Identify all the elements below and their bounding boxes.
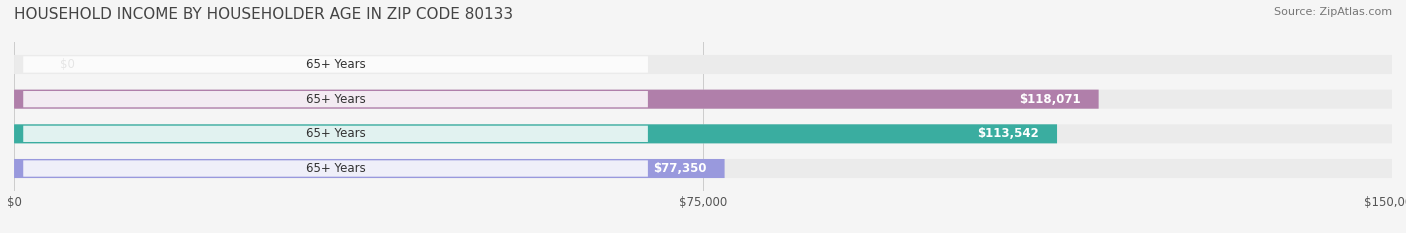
Text: $118,071: $118,071 [1019, 93, 1080, 106]
Text: $77,350: $77,350 [652, 162, 706, 175]
FancyBboxPatch shape [14, 90, 1392, 109]
FancyBboxPatch shape [24, 56, 648, 73]
Text: 65+ Years: 65+ Years [305, 58, 366, 71]
FancyBboxPatch shape [14, 124, 1057, 143]
Text: Source: ZipAtlas.com: Source: ZipAtlas.com [1274, 7, 1392, 17]
Text: 65+ Years: 65+ Years [305, 162, 366, 175]
Text: 65+ Years: 65+ Years [305, 93, 366, 106]
FancyBboxPatch shape [14, 55, 1392, 74]
FancyBboxPatch shape [24, 160, 648, 177]
Text: 65+ Years: 65+ Years [305, 127, 366, 140]
FancyBboxPatch shape [14, 90, 1098, 109]
FancyBboxPatch shape [14, 124, 1392, 143]
FancyBboxPatch shape [14, 159, 1392, 178]
Text: $0: $0 [60, 58, 75, 71]
Text: HOUSEHOLD INCOME BY HOUSEHOLDER AGE IN ZIP CODE 80133: HOUSEHOLD INCOME BY HOUSEHOLDER AGE IN Z… [14, 7, 513, 22]
Text: $113,542: $113,542 [977, 127, 1039, 140]
FancyBboxPatch shape [24, 126, 648, 142]
FancyBboxPatch shape [24, 91, 648, 107]
FancyBboxPatch shape [14, 159, 724, 178]
